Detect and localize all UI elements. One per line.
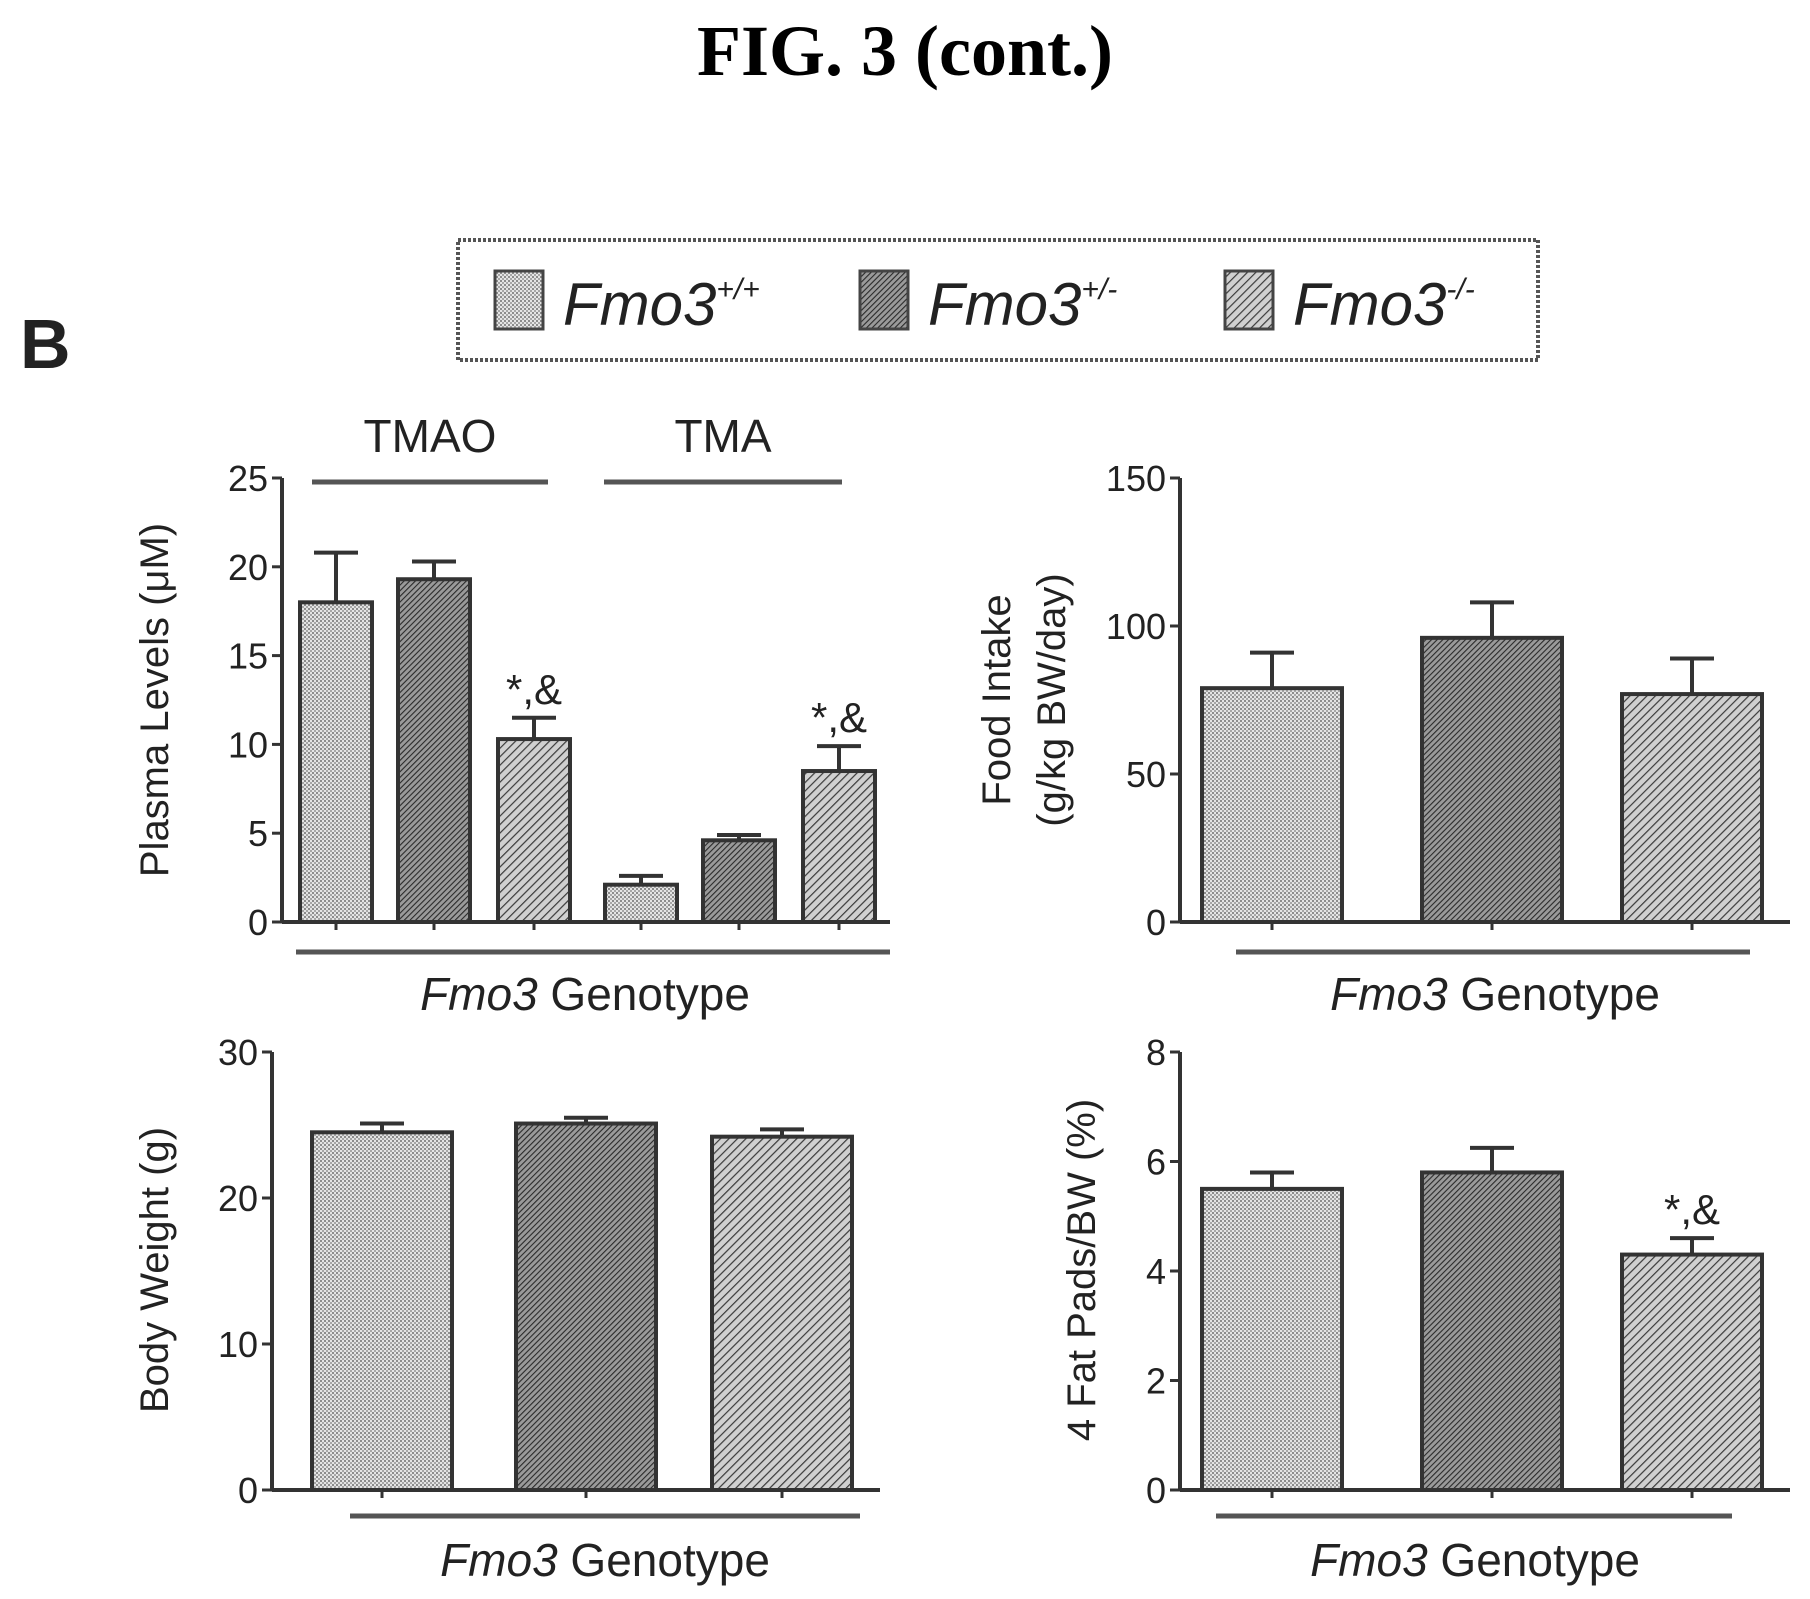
legend-swatch-1 <box>493 269 545 331</box>
legend-swatch-3 <box>1223 269 1275 331</box>
y-tick-label: 150 <box>1106 458 1166 499</box>
bar-2 <box>1420 1170 1564 1492</box>
y-tick-label: 4 <box>1146 1251 1166 1292</box>
y-tick-label: 5 <box>248 813 268 854</box>
significance-label: *,& <box>506 666 562 713</box>
y-tick-label: 25 <box>228 458 268 499</box>
y-tick-label: 6 <box>1146 1142 1166 1183</box>
legend-label-1: Fmo3+/+ <box>563 271 760 338</box>
figure-title: FIG. 3 (cont.) <box>697 11 1113 91</box>
bar-1 <box>1200 686 1344 924</box>
x-axis-label: Fmo3 Genotype <box>440 1534 770 1586</box>
legend-label-2: Fmo3+/- <box>928 271 1117 338</box>
y-axis-label: Plasma Levels (μM) <box>133 523 177 877</box>
chart-body-weight: 0 10 20 30 Body Weight (g) Fmo3 Genotype <box>133 1032 880 1586</box>
y-tick-label: 100 <box>1106 606 1166 647</box>
bar-2 <box>396 577 472 924</box>
group-label-tmao: TMAO <box>364 410 497 462</box>
legend-box <box>456 238 1540 362</box>
y-tick-label: 20 <box>228 547 268 588</box>
y-tick-label: 2 <box>1146 1361 1166 1402</box>
bar-3 <box>710 1134 854 1493</box>
y-tick-label: 15 <box>228 636 268 677</box>
bar-1 <box>1200 1186 1344 1492</box>
bar-3 <box>801 769 877 924</box>
y-tick-label: 10 <box>228 724 268 765</box>
significance-label: *,& <box>1664 1186 1720 1233</box>
y-tick-label: 50 <box>1126 754 1166 795</box>
chart-plasma-levels: 0 5 10 15 20 25 Plasma Levels (μM) *,& *,& TMAO TM… <box>133 410 890 1020</box>
y-tick-label: 8 <box>1146 1032 1166 1073</box>
significance-label: *,& <box>811 694 867 741</box>
y-tick-label: 0 <box>1146 1470 1166 1511</box>
legend-swatch-2 <box>858 269 910 331</box>
chart-fat-pads: 0 2 4 6 8 4 Fat Pads/BW (%) *,& Fmo3 Genotype <box>1060 1032 1790 1586</box>
bar-2 <box>514 1121 658 1493</box>
y-tick-label: 0 <box>1146 902 1166 943</box>
y-tick-label: 0 <box>238 1470 258 1511</box>
bar-1 <box>310 1130 454 1493</box>
x-axis-label: Fmo3 Genotype <box>1330 968 1660 1020</box>
x-axis-label: Fmo3 Genotype <box>1310 1534 1640 1586</box>
y-axis-label: Body Weight (g) <box>133 1127 177 1413</box>
bar-3 <box>1620 692 1764 925</box>
bar-1 <box>298 600 374 924</box>
y-tick-label: 10 <box>218 1324 258 1365</box>
group-label-tma: TMA <box>674 410 771 462</box>
bar-3 <box>1620 1252 1764 1492</box>
legend-label-3: Fmo3-/- <box>1293 271 1475 338</box>
panel-label: B <box>20 305 71 383</box>
y-axis-label: 4 Fat Pads/BW (%) <box>1060 1099 1104 1441</box>
y-tick-label: 30 <box>218 1032 258 1073</box>
bar-2 <box>1420 635 1564 925</box>
y-axis-label-line2: (g/kg BW/day) <box>1030 573 1074 826</box>
y-tick-label: 20 <box>218 1178 258 1219</box>
y-axis-label-line1: Food Intake <box>975 594 1019 805</box>
bar-2 <box>701 838 777 925</box>
bar-3 <box>496 737 572 925</box>
legend: Fmo3+/+ Fmo3+/- Fmo3-/- <box>456 238 1540 362</box>
chart-food-intake: 0 50 100 150 Food Intake (g/kg BW/day) Fmo3 Ge… <box>975 458 1790 1020</box>
x-axis-label: Fmo3 Genotype <box>420 968 750 1020</box>
y-tick-label: 0 <box>248 902 268 943</box>
bar-1 <box>603 882 679 924</box>
